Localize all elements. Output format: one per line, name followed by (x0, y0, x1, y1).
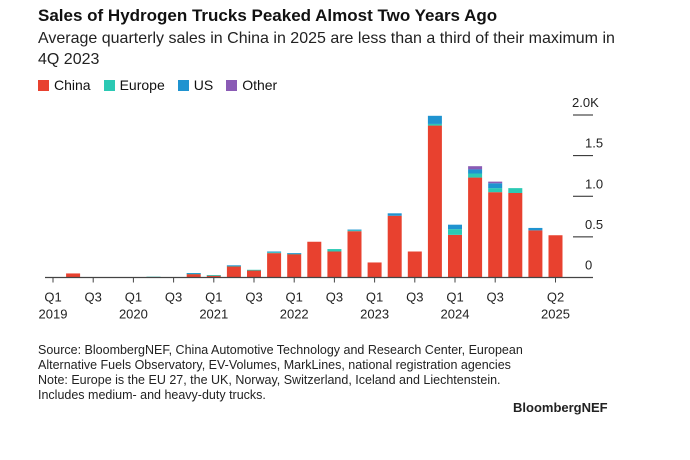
bar-china-q1-2021 (206, 275, 221, 278)
bar-europe-q1-2021 (206, 275, 221, 276)
bar-china-q2-2019 (66, 273, 81, 278)
bar-china-q3-2022 (327, 251, 342, 278)
x-tick-label: Q1 (125, 290, 142, 305)
bar-europe-q4-2024 (508, 188, 523, 193)
bar-us-q1-2022 (287, 253, 302, 254)
source-note: Source: BloombergNEF, China Automotive T… (38, 343, 523, 372)
legend-item-europe: Europe (103, 77, 165, 93)
legend-swatch-other (226, 80, 238, 91)
x-tick-year-label: 2020 (119, 307, 148, 322)
legend-item-china: China (38, 77, 91, 93)
bar-us-q4-2021 (267, 251, 282, 253)
bar-europe-q4-2023 (427, 123, 442, 126)
note-text: Note: Europe is the EU 27, the UK, Norwa… (38, 373, 501, 402)
bar-china-q3-2021 (247, 270, 261, 278)
bar-europe-q3-2024 (488, 188, 503, 193)
x-tick-label: Q3 (487, 290, 504, 305)
bar-europe-q2-2024 (468, 173, 483, 178)
bar-china-q2-2025 (548, 235, 563, 278)
y-tick-label: 0 (585, 258, 592, 273)
bar-europe-q1-2022 (287, 253, 302, 255)
bar-china-q2-2021 (226, 266, 241, 278)
y-tick-label: 1.0 (585, 176, 603, 191)
legend-swatch-china (38, 80, 49, 91)
legend-swatch-europe (103, 80, 115, 91)
bar-china-q4-2020 (186, 273, 201, 278)
legend-item-us: US (177, 77, 213, 93)
bar-us-q4-2023 (427, 115, 442, 124)
bar-china-q2-2022 (307, 241, 322, 278)
x-tick-year-label: 2021 (199, 307, 228, 322)
x-tick-label: Q2 (547, 290, 564, 305)
bar-china-q2-2024 (468, 177, 483, 278)
bar-china-q1-2025 (528, 230, 543, 278)
bar-china-q1-2022 (287, 253, 302, 278)
bar-us-q4-2022 (347, 229, 362, 231)
y-tick-label: 0.5 (585, 217, 603, 232)
bar-us-q2-2021 (226, 265, 241, 267)
bar-europe-q1-2024 (448, 229, 462, 235)
legend-swatch-us (177, 80, 189, 91)
bar-china-q3-2024 (488, 192, 503, 278)
bar-china-q1-2023 (367, 262, 382, 278)
chart-subtitle: Average quarterly sales in China in 2025… (38, 30, 615, 68)
x-tick-label: Q3 (85, 290, 102, 305)
x-tick-year-label: 2023 (360, 307, 389, 322)
legend-item-other: Other (226, 77, 277, 93)
bar-us-q4-2020 (186, 273, 201, 274)
bar-china-q4-2022 (347, 231, 362, 278)
x-tick-label: Q3 (245, 290, 262, 305)
chart-title: Sales of Hydrogen Trucks Peaked Almost T… (38, 6, 498, 25)
x-tick-label: Q1 (286, 290, 303, 305)
bar-us-q1-2024 (448, 224, 462, 230)
x-tick-year-label: 2019 (39, 307, 68, 322)
x-tick-label: Q3 (326, 290, 343, 305)
bar-us-q2-2023 (387, 213, 402, 216)
bar-europe-q4-2020 (186, 273, 201, 275)
bar-europe-q4-2022 (347, 230, 362, 232)
x-tick-label: Q1 (366, 290, 383, 305)
bar-china-q3-2023 (407, 251, 422, 278)
bloombergnef-logo: BloombergNEF (513, 400, 608, 415)
bar-europe-q2-2021 (226, 265, 241, 267)
y-tick-label: 2.0K (572, 95, 599, 110)
bar-other-q3-2024 (488, 181, 503, 184)
bar-europe-q3-2022 (327, 249, 342, 252)
bar-us-q1-2025 (528, 227, 543, 231)
bar-china-q1-2024 (448, 234, 462, 278)
x-tick-label: Q1 (44, 290, 61, 305)
x-tick-year-label: 2024 (441, 307, 470, 322)
bar-china-q4-2021 (267, 253, 282, 278)
bar-china-q4-2024 (508, 193, 523, 278)
legend: China Europe US Other (38, 77, 277, 93)
bar-us-q2-2024 (468, 169, 483, 174)
footnotes: Source: BloombergNEF, China Automotive T… (38, 343, 538, 403)
x-tick-label: Q3 (406, 290, 423, 305)
x-tick-label: Q1 (205, 290, 222, 305)
bar-other-q2-2024 (468, 166, 483, 170)
bar-us-q3-2024 (488, 183, 503, 189)
bar-europe-q3-2021 (247, 269, 261, 271)
x-tick-label: Q3 (165, 290, 182, 305)
bar-china-q4-2023 (427, 125, 442, 278)
y-tick-label: 1.5 (585, 136, 603, 151)
bar-europe-q4-2021 (267, 252, 282, 254)
x-tick-label: Q1 (446, 290, 463, 305)
x-tick-year-label: 2022 (280, 307, 309, 322)
x-tick-year-label: 2025 (541, 307, 570, 322)
bar-china-q2-2023 (387, 215, 402, 278)
